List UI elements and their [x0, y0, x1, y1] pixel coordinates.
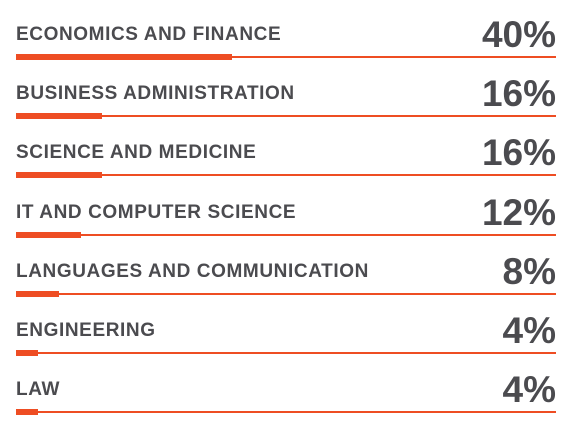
bar-fill — [16, 409, 38, 416]
value-label: 12% — [481, 191, 556, 233]
category-label: LAW — [16, 379, 61, 401]
category-label: LANGUAGES AND COMMUNICATION — [16, 260, 369, 282]
bar-row: LAW 4% — [16, 355, 556, 416]
bar-track — [16, 172, 556, 179]
bar-row: LANGUAGES AND COMMUNICATION 8% — [16, 237, 556, 297]
bar-row: SCIENCE AND MEDICINE 16% — [16, 118, 556, 179]
bar-track — [16, 409, 556, 416]
category-label: BUSINESS ADMINISTRATION — [16, 83, 295, 105]
value-label: 4% — [502, 310, 556, 351]
bar-track — [16, 231, 556, 238]
bar-track — [16, 54, 556, 60]
bar-track — [16, 290, 556, 297]
bar-fill — [16, 350, 38, 356]
bar-track — [16, 113, 556, 120]
value-label: 16% — [481, 132, 556, 174]
value-label: 40% — [481, 14, 556, 55]
bar-row: BUSINESS ADMINISTRATION 16% — [16, 59, 556, 120]
bar-row: IT AND COMPUTER SCIENCE 12% — [16, 178, 556, 238]
bar-row: ENGINEERING 4% — [16, 296, 556, 356]
category-label: ECONOMICS AND FINANCE — [16, 24, 282, 45]
value-label: 16% — [481, 73, 556, 115]
bar-fill — [16, 113, 103, 120]
category-label: SCIENCE AND MEDICINE — [16, 142, 257, 164]
category-label: IT AND COMPUTER SCIENCE — [16, 201, 297, 223]
category-label: ENGINEERING — [16, 320, 156, 341]
bar-fill — [16, 54, 232, 60]
value-label: 8% — [502, 250, 556, 292]
bar-fill — [16, 290, 60, 297]
bar-track — [16, 350, 556, 356]
bar-fill — [16, 231, 81, 238]
bar-fill — [16, 172, 103, 179]
bar-row: ECONOMICS AND FINANCE 40% — [16, 0, 556, 60]
value-label: 4% — [502, 369, 556, 411]
